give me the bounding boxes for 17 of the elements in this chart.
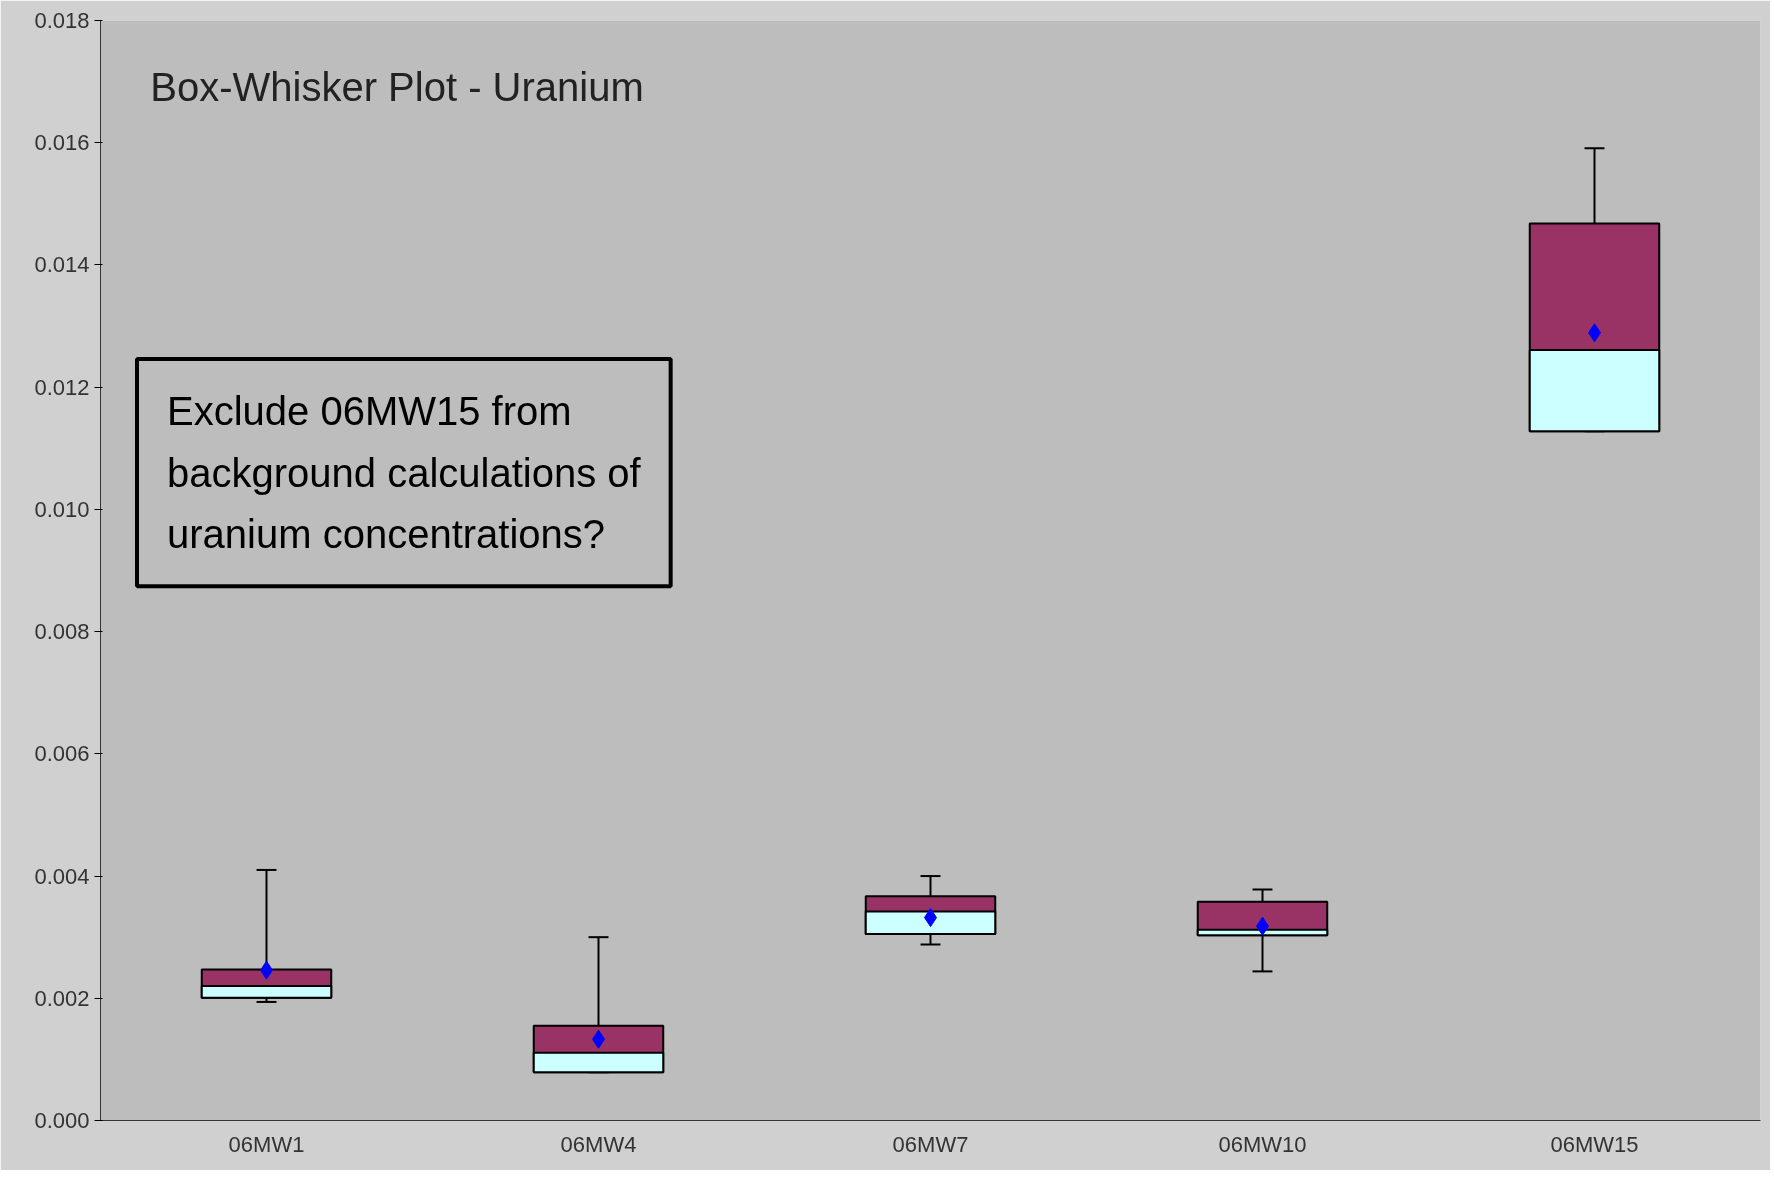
annotation: Exclude 06MW15 from background calculations of uranium concentrations?: [167, 389, 642, 557]
y-tick-label: 0.014: [34, 252, 90, 278]
y-tick-label: 0.000: [34, 1108, 90, 1133]
y-tick-label: 0.018: [34, 8, 90, 33]
y-tick-label: 0.012: [34, 374, 90, 400]
y-tick-label: 0.010: [34, 496, 90, 522]
x-tick-label: 06MW1: [228, 1131, 305, 1157]
y-tick-label: 0.006: [34, 741, 90, 767]
x-tick-label: 06MW15: [1550, 1131, 1639, 1157]
y-tick-label: 0.004: [34, 863, 90, 889]
x-tick-label: 06MW4: [560, 1131, 637, 1157]
y-tick-label: 0.002: [34, 985, 90, 1011]
x-tick-label: 06MW7: [892, 1131, 969, 1157]
y-tick-label: 0.008: [34, 619, 90, 645]
x-tick-label: 06MW10: [1218, 1131, 1307, 1157]
text: Box-Whisker Plot - Uranium: [150, 64, 644, 109]
y-tick-label: 0.016: [34, 130, 90, 156]
